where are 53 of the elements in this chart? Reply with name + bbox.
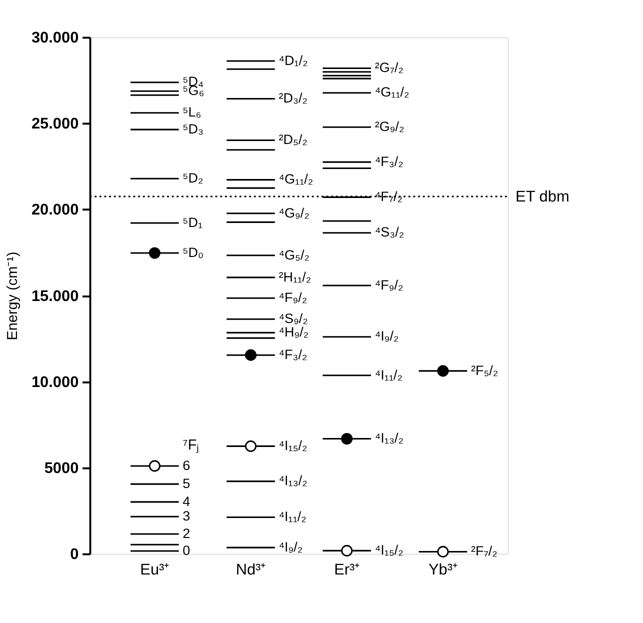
annotation: ⁴F₇/₂: [374, 189, 403, 204]
annotation: ²G₉/₂: [374, 118, 404, 134]
annotation: ⁷Fⱼ: [182, 438, 199, 454]
annotation: ⁴F₉/₂: [278, 290, 308, 305]
annotation: ⁴S₉/₂: [278, 310, 308, 326]
annotation: 2: [182, 526, 190, 541]
y-tick-label: 25.000: [31, 116, 79, 133]
y-tick-label: 10.000: [31, 374, 79, 391]
annotation: ⁴H₉/₂: [278, 324, 309, 340]
annotation: ⁴I₁₃/₂: [278, 473, 308, 488]
annotation: ²F₇/₂: [470, 544, 498, 559]
annotation: ⁴G₉/₂: [278, 205, 310, 220]
annotation: ²D₅/₂: [278, 132, 308, 148]
x-tick-label: Er³⁺: [334, 562, 360, 579]
annotation: ⁵D₂: [182, 170, 204, 186]
annotation: ⁴G₅/₂: [278, 247, 310, 262]
y-tick-label: 30.000: [31, 30, 79, 47]
annotation: ²F₅/₂: [470, 362, 498, 378]
annotation: ⁵D₁: [182, 214, 203, 230]
annotation: ⁴I₁₁/₂: [374, 367, 403, 382]
annotation: ⁵D₃: [182, 121, 204, 136]
annotation: 0: [182, 542, 190, 558]
annotation: ⁴I₁₅/₂: [278, 438, 308, 454]
y-tick-label: 0: [70, 546, 79, 564]
annotation: ⁴F₉/₂: [374, 277, 404, 292]
annotation: ⁵L₆: [182, 104, 202, 120]
annotation: ⁴I₁₁/₂: [278, 509, 306, 524]
annotation: ⁴I₉/₂: [374, 328, 399, 344]
annotation: ⁴G₁₁/₂: [374, 84, 410, 100]
ref-line-label: ET dbm: [516, 188, 570, 206]
y-tick-label: 15.000: [31, 288, 79, 305]
x-tick-label: Nd³⁺: [236, 562, 266, 579]
x-tick-label: Eu³⁺: [140, 562, 170, 579]
annotation: ²G₇/₂: [374, 60, 404, 76]
annotation: 4: [182, 494, 191, 509]
annotation: ⁴S₃/₂: [374, 224, 404, 240]
annotation: ⁵D₀: [182, 244, 204, 260]
annotation: ⁴I₉/₂: [278, 539, 303, 554]
y-axis-title: Energy (cm⁻¹): [4, 252, 21, 340]
annotation: ⁴F₃/₂: [278, 346, 308, 362]
annotation: ²H₁₁/₂: [278, 269, 312, 284]
x-tick-label: Yb³⁺: [428, 562, 458, 579]
annotation: ⁴I₁₅/₂: [374, 542, 404, 558]
annotation: ²D₃/₂: [278, 90, 308, 106]
y-tick-label: 20.000: [31, 202, 79, 219]
annotation: 6: [182, 458, 190, 473]
annotation: 3: [182, 508, 190, 524]
y-tick-label: 5000: [44, 460, 79, 477]
annotation: 5: [182, 476, 190, 491]
annotation: ⁴F₃/₂: [374, 154, 404, 169]
annotation: ⁴G₁₁/₂: [278, 172, 314, 187]
annotation: ⁴I₁₃/₂: [374, 430, 404, 446]
annotation: ⁴D₁/₂: [278, 52, 308, 68]
